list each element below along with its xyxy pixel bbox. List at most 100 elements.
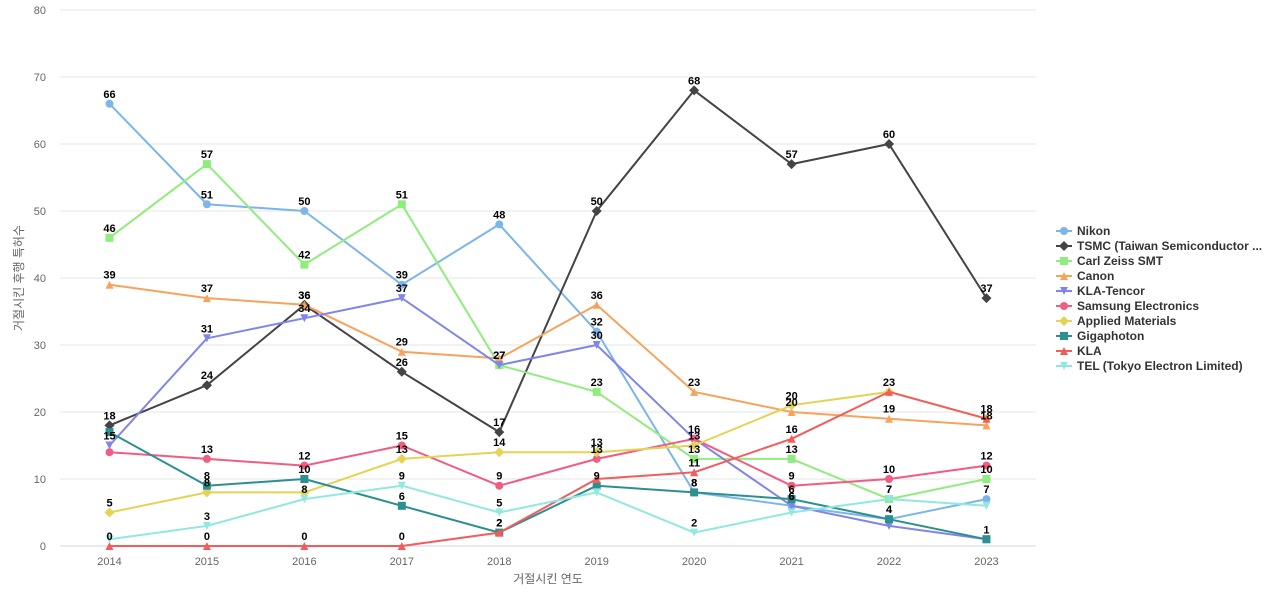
data-point bbox=[982, 501, 991, 510]
y-tick-label: 0 bbox=[40, 541, 46, 553]
data-label: 57 bbox=[201, 149, 213, 161]
data-point bbox=[105, 233, 114, 242]
data-label: 3 bbox=[204, 511, 210, 523]
data-point bbox=[396, 453, 407, 464]
legend-item: KLA-Tencor bbox=[1056, 284, 1145, 298]
data-label: 13 bbox=[688, 431, 700, 443]
data-point bbox=[105, 99, 114, 108]
data-label: 12 bbox=[980, 451, 992, 463]
data-label: 14 bbox=[493, 437, 506, 449]
data-point bbox=[397, 501, 406, 510]
data-label: 4 bbox=[886, 504, 893, 516]
legend-item: TEL (Tokyo Electron Limited) bbox=[1056, 359, 1243, 373]
x-tick-label: 2018 bbox=[487, 556, 511, 568]
data-label: 23 bbox=[591, 377, 603, 389]
data-label: 2 bbox=[691, 518, 697, 530]
data-label: 36 bbox=[591, 290, 603, 302]
data-label: 13 bbox=[785, 444, 797, 456]
data-point bbox=[495, 528, 504, 537]
data-point bbox=[397, 542, 406, 550]
series-line bbox=[109, 437, 987, 487]
data-point bbox=[105, 542, 114, 550]
data-point bbox=[982, 475, 991, 483]
data-point bbox=[592, 454, 601, 463]
legend-label: Gigaphoton bbox=[1077, 329, 1144, 343]
data-label: 6 bbox=[789, 491, 795, 503]
data-label: 16 bbox=[688, 424, 700, 436]
data-label: 13 bbox=[396, 444, 408, 456]
data-point bbox=[104, 420, 115, 431]
data-point bbox=[495, 361, 504, 370]
data-label: 6 bbox=[399, 491, 405, 503]
data-label: 36 bbox=[298, 290, 310, 302]
data-label: 51 bbox=[396, 189, 408, 201]
x-tick-label: 2022 bbox=[877, 556, 901, 568]
x-tick-label: 2023 bbox=[974, 556, 998, 568]
data-point bbox=[591, 447, 602, 458]
data-label: 0 bbox=[301, 531, 307, 543]
data-point bbox=[494, 427, 505, 438]
data-label: 4 bbox=[886, 504, 893, 516]
legend-item: Gigaphoton bbox=[1056, 329, 1144, 343]
data-label: 12 bbox=[298, 451, 310, 463]
data-label: 18 bbox=[103, 410, 115, 422]
data-point bbox=[885, 475, 894, 483]
data-point bbox=[300, 300, 309, 309]
data-label: 23 bbox=[883, 377, 895, 389]
data-label: 20 bbox=[785, 397, 797, 409]
data-point bbox=[591, 206, 602, 216]
data-label: 10 bbox=[883, 464, 895, 476]
x-tick-label: 2016 bbox=[292, 556, 316, 568]
data-point bbox=[202, 521, 211, 530]
data-point bbox=[397, 294, 406, 303]
data-point bbox=[981, 293, 992, 304]
data-label: 20 bbox=[785, 390, 797, 402]
data-label: 0 bbox=[204, 531, 210, 543]
data-point bbox=[397, 441, 406, 450]
legend-item: Carl Zeiss SMT bbox=[1056, 254, 1164, 268]
data-label: 46 bbox=[103, 223, 115, 235]
legend-item: Canon bbox=[1056, 269, 1114, 283]
data-label: 19 bbox=[883, 404, 895, 416]
legend-label: KLA-Tencor bbox=[1077, 284, 1145, 298]
x-tick-label: 2017 bbox=[390, 556, 414, 568]
y-tick-label: 60 bbox=[34, 139, 46, 151]
data-label: 39 bbox=[396, 270, 408, 282]
y-tick-label: 50 bbox=[34, 206, 46, 218]
data-label: 31 bbox=[201, 323, 213, 335]
data-label: 6 bbox=[789, 491, 795, 503]
series-line bbox=[108, 297, 987, 541]
data-label: 8 bbox=[204, 477, 210, 489]
series-line bbox=[109, 484, 987, 541]
data-point bbox=[884, 139, 895, 149]
series-group bbox=[105, 428, 991, 544]
data-label: 48 bbox=[493, 209, 505, 221]
data-point bbox=[105, 428, 114, 437]
data-label: 11 bbox=[688, 457, 700, 469]
series-layer bbox=[104, 85, 992, 550]
series-line bbox=[109, 390, 987, 514]
data-label: 9 bbox=[399, 471, 405, 483]
data-label-layer: 6651503948328647182436261750685760374657… bbox=[103, 75, 992, 543]
data-point bbox=[787, 495, 796, 504]
data-point bbox=[202, 294, 211, 303]
data-point bbox=[495, 220, 504, 229]
x-tick-label: 2015 bbox=[195, 556, 219, 568]
series-group bbox=[105, 99, 991, 524]
series-line bbox=[108, 103, 987, 521]
data-point bbox=[1060, 332, 1068, 340]
x-tick-label: 2019 bbox=[584, 556, 608, 568]
data-point bbox=[885, 387, 894, 396]
data-label: 2 bbox=[496, 518, 502, 530]
legend-label: KLA bbox=[1077, 344, 1102, 358]
data-point bbox=[300, 461, 309, 470]
data-point bbox=[397, 200, 406, 209]
data-point bbox=[786, 400, 797, 411]
legend-item: KLA bbox=[1056, 344, 1102, 358]
data-label: 68 bbox=[688, 75, 700, 87]
data-point bbox=[495, 508, 504, 517]
y-tick-label: 80 bbox=[34, 5, 46, 17]
series-line bbox=[109, 390, 987, 547]
y-tick-label: 20 bbox=[34, 407, 46, 419]
